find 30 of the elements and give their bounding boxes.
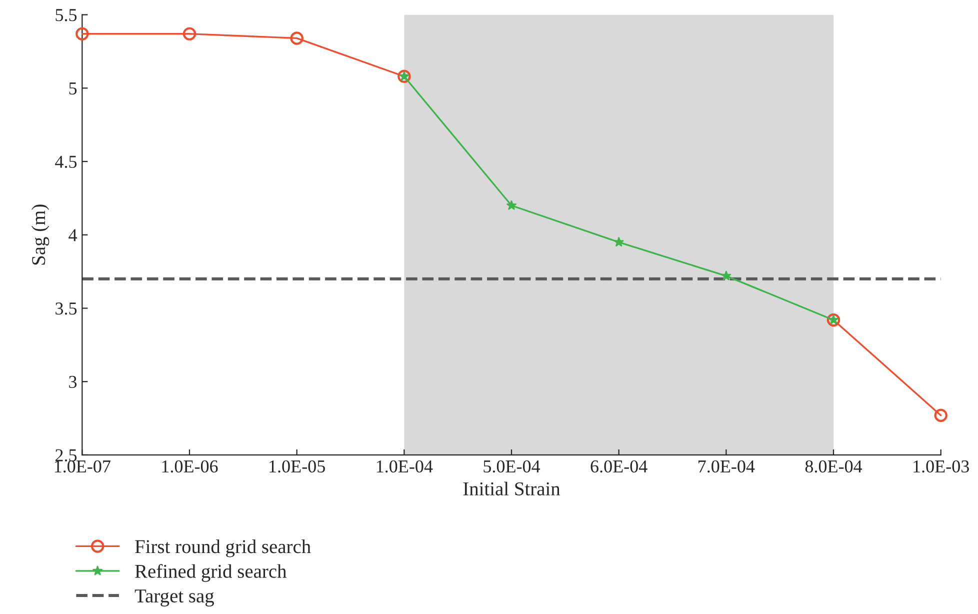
x-tick-label: 7.0E-04: [698, 460, 755, 473]
legend-label: Refined grid search: [135, 564, 287, 582]
point: [720, 270, 732, 280]
point: [828, 314, 839, 324]
x-axis-title: Initial Strain: [463, 482, 560, 496]
y-tick-label: 3: [69, 376, 77, 388]
x-tick-label: 8.0E-04: [805, 460, 862, 473]
y-tick-label: 4.5: [55, 156, 77, 168]
y-tick-label: 5.5: [56, 9, 77, 22]
y-tick-label: 5: [69, 82, 77, 95]
x-tick-label: 1.0E-07: [54, 460, 110, 473]
legend-label: Target sag: [134, 590, 214, 607]
x-tick-label: 1.0E-05: [270, 460, 325, 473]
x-tick-label: 1.0E-06: [162, 460, 218, 473]
point: [614, 236, 624, 247]
x-tick-label: 1.0E-03: [914, 460, 969, 473]
point: [182, 27, 196, 40]
legend-label: First round grid search: [135, 540, 311, 558]
x-tick-label: 5.0E-04: [484, 460, 540, 473]
y-tick-label: 2.5: [56, 449, 77, 462]
point: [290, 32, 304, 45]
x-tick-label: 1.0E-04: [376, 460, 433, 473]
point: [826, 313, 840, 327]
point: [934, 408, 948, 422]
y-tick-label: 3.5: [56, 302, 77, 315]
point: [506, 200, 517, 210]
y-tick-label: 4: [68, 229, 78, 242]
x-tick-label: 6.0E-04: [590, 460, 648, 473]
point: [76, 27, 89, 40]
y-axis-title: Sag (m): [31, 204, 50, 265]
